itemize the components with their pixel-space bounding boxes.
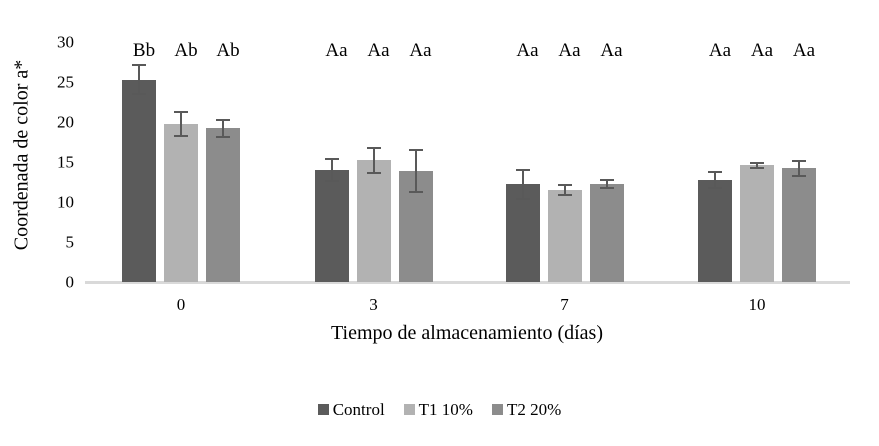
significance-letter: Aa <box>792 40 816 61</box>
y-axis-tick-label: 30 <box>57 32 74 52</box>
bar-t2-20--day-0 <box>206 128 240 282</box>
error-bar-cap <box>515 169 530 171</box>
error-bar-cap <box>792 160 806 163</box>
significance-letter: Aa <box>600 40 623 61</box>
x-axis-tick-label: 0 <box>176 295 186 314</box>
bar-t2-20--day-10 <box>782 168 816 282</box>
x-axis-tick-label: 3 <box>369 295 378 314</box>
error-bar-cap <box>216 136 230 139</box>
error-bar <box>521 170 524 199</box>
error-bar-cap <box>408 149 423 151</box>
bar-control-day-0 <box>122 79 156 282</box>
error-bar <box>798 161 800 176</box>
error-bar <box>180 111 182 136</box>
bar-control-day-10 <box>698 179 732 282</box>
error-bar-cap <box>599 186 614 189</box>
error-bar <box>756 162 758 168</box>
error-bar-cap <box>324 180 339 183</box>
y-axis-tick-label: 20 <box>57 112 74 132</box>
legend-item-t2-20-: T2 20% <box>491 400 562 419</box>
bar-t2-20--day-7 <box>589 183 624 282</box>
legend-label: T2 20% <box>506 400 562 419</box>
error-bar-cap <box>750 166 764 169</box>
significance-letter: Aa <box>516 40 539 61</box>
error-bar-cap <box>708 170 722 173</box>
error-bar-cap <box>174 110 188 113</box>
y-axis-tick-label: 25 <box>57 72 74 92</box>
error-bar <box>563 185 566 195</box>
error-bar-cap <box>599 178 614 181</box>
legend-swatch-icon <box>317 404 329 415</box>
error-bar <box>372 147 375 174</box>
error-bar-cap <box>515 197 530 200</box>
legend-swatch-icon <box>491 404 503 415</box>
x-axis-tick-label: 7 <box>560 295 569 314</box>
error-bar-cap <box>324 157 339 160</box>
significance-letter: Aa <box>750 40 774 61</box>
significance-letter: Aa <box>367 40 390 61</box>
significance-letter: Aa <box>708 40 732 61</box>
error-bar-cap <box>216 118 230 121</box>
significance-letter: Ab <box>216 40 240 61</box>
error-bar-cap <box>174 134 188 137</box>
bar-t1-10--day-3 <box>356 160 391 282</box>
y-axis-tick-label: 10 <box>57 192 74 212</box>
y-axis-tick-label: 15 <box>57 152 74 172</box>
legend-swatch-icon <box>403 404 415 415</box>
error-bar <box>330 158 333 182</box>
error-bar-cap <box>792 174 806 177</box>
legend: Control T1 10% T2 20% <box>0 401 879 418</box>
x-axis-title: Tiempo de almacenamiento (días) <box>331 322 603 344</box>
significance-letter: Aa <box>325 40 348 61</box>
error-bar-cap <box>708 186 722 189</box>
error-bar <box>138 65 140 94</box>
significance-letter: Ab <box>174 40 198 61</box>
bar-control-day-7 <box>505 184 540 282</box>
bar-t1-10--day-10 <box>740 165 774 282</box>
x-axis-tick-label: 10 <box>748 295 766 314</box>
y-axis-tick-label: 5 <box>65 232 75 252</box>
error-bar-cap <box>557 193 572 196</box>
x-axis-line <box>85 281 850 284</box>
error-bar <box>222 119 224 138</box>
bar-t1-10--day-0 <box>164 123 198 282</box>
significance-letter: Bb <box>132 40 156 61</box>
legend-label: Control <box>332 400 385 419</box>
y-axis-tick-label: 0 <box>65 272 75 292</box>
error-bar-cap <box>132 64 146 67</box>
error-bar-cap <box>750 161 764 164</box>
legend-label: T1 10% <box>418 400 473 419</box>
legend-item-t1-10-: T1 10% <box>403 400 473 419</box>
significance-letter: Aa <box>409 40 432 61</box>
error-bar <box>714 171 716 188</box>
error-bar-cap <box>366 172 381 175</box>
bar-t1-10--day-7 <box>547 190 582 282</box>
error-bar-cap <box>132 93 146 95</box>
error-bar <box>605 179 608 188</box>
error-bar-cap <box>366 146 381 149</box>
error-bar-cap <box>408 190 423 193</box>
error-bar-cap <box>557 184 572 187</box>
significance-letter: Aa <box>558 40 581 61</box>
legend-item-control: Control <box>317 400 385 419</box>
bar-control-day-3 <box>314 170 349 282</box>
error-bar <box>414 150 417 192</box>
